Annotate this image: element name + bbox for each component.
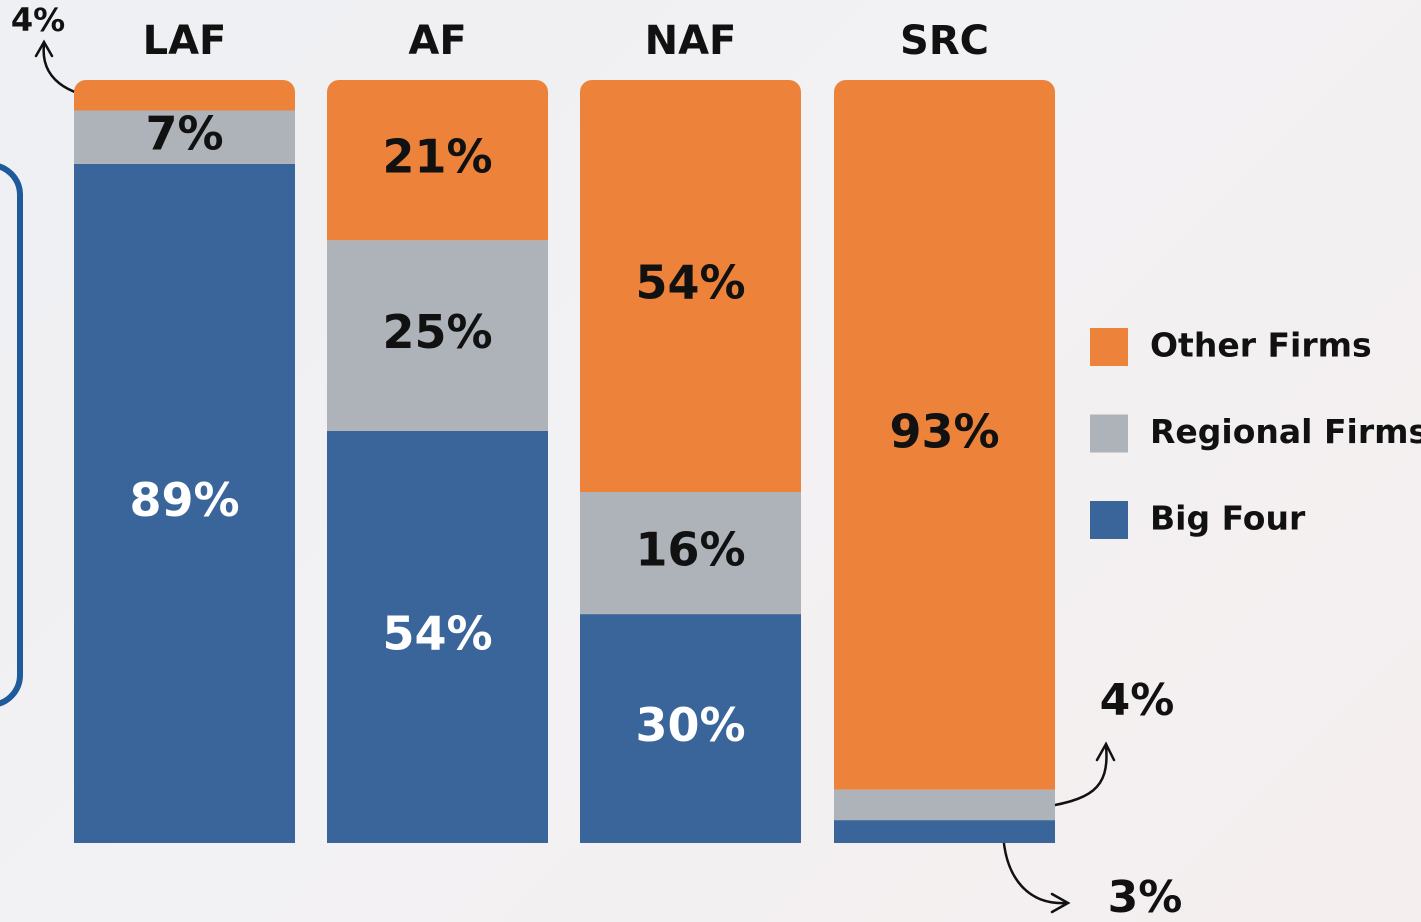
category-label: SRC xyxy=(900,18,989,64)
category-label: AF xyxy=(408,18,466,64)
bar-segment xyxy=(74,110,295,164)
data-label: 54% xyxy=(382,606,492,660)
bar-segment xyxy=(74,80,295,111)
bar-segment xyxy=(74,163,295,843)
bar-segment xyxy=(327,240,548,431)
data-label: 89% xyxy=(129,473,239,527)
bar-segment xyxy=(580,80,801,493)
bar-segment xyxy=(834,820,1055,843)
data-label: 93% xyxy=(889,404,999,458)
data-label: 4% xyxy=(1100,675,1175,726)
bar-segment xyxy=(834,80,1055,790)
category-label: NAF xyxy=(645,18,737,64)
bar-segment xyxy=(580,492,801,615)
arrow-head xyxy=(34,39,54,58)
data-label: 4% xyxy=(11,1,65,39)
bar-segment xyxy=(580,614,801,843)
legend-swatch xyxy=(1090,414,1128,453)
category-label: LAF xyxy=(143,18,227,64)
data-label: 21% xyxy=(382,130,492,184)
bar-segment xyxy=(327,80,548,241)
data-label: 3% xyxy=(1108,872,1183,922)
legend-label: Other Firms xyxy=(1150,326,1372,365)
data-label: 16% xyxy=(635,523,745,577)
legend-label: Regional Firms xyxy=(1150,412,1421,451)
data-label: 7% xyxy=(145,107,223,161)
legend-swatch xyxy=(1090,501,1128,539)
arrow-head xyxy=(1095,741,1116,762)
legend-swatch xyxy=(1090,328,1128,366)
arrow xyxy=(1001,830,1068,905)
data-label: 54% xyxy=(635,256,745,310)
legend-label: Big Four xyxy=(1150,499,1306,538)
arrow-head xyxy=(1050,892,1071,914)
data-label: 25% xyxy=(382,305,492,359)
decorative-frame xyxy=(0,163,23,707)
bar-segment xyxy=(327,430,548,843)
bar-segment xyxy=(834,789,1055,821)
data-label: 30% xyxy=(635,698,745,752)
